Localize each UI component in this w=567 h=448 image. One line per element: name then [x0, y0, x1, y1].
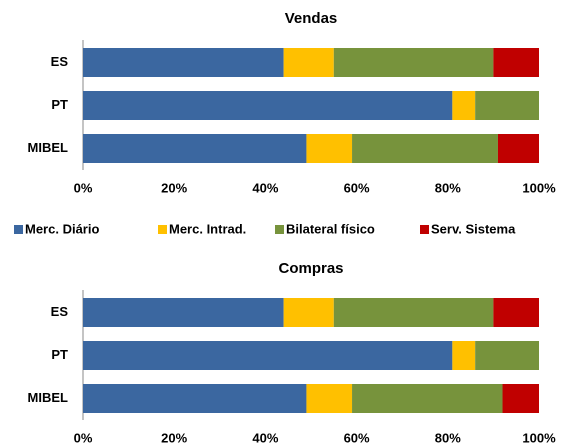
y-tick-label: MIBEL [28, 140, 69, 155]
bar-segment [475, 341, 539, 370]
legend-label: Serv. Sistema [431, 221, 516, 236]
legend-label: Merc. Diário [25, 221, 99, 236]
bar-segment [306, 134, 353, 163]
bar-segment [493, 48, 539, 77]
y-tick-label: MIBEL [28, 390, 69, 405]
x-tick-label: 40% [252, 430, 278, 445]
x-tick-label: 100% [522, 430, 556, 445]
x-tick-label: 80% [435, 180, 461, 195]
legend-swatch [420, 225, 429, 234]
x-tick-label: 80% [435, 430, 461, 445]
bar-segment [83, 341, 453, 370]
x-tick-label: 60% [344, 180, 370, 195]
bar-segment [352, 134, 498, 163]
chart-title: Vendas [285, 10, 338, 27]
bar-segment [502, 384, 539, 413]
legend-label: Merc. Intrad. [169, 221, 246, 236]
x-tick-label: 0% [74, 430, 93, 445]
y-tick-label: PT [51, 97, 68, 112]
bar-segment [333, 298, 494, 327]
bar-segment [83, 298, 284, 327]
bar-segment [497, 134, 539, 163]
bar-segment [352, 384, 503, 413]
bar-segment [83, 384, 307, 413]
legend-swatch [158, 225, 167, 234]
legend-swatch [275, 225, 284, 234]
legend-swatch [14, 225, 23, 234]
bar-segment [475, 91, 539, 120]
y-tick-label: ES [51, 54, 69, 69]
x-tick-label: 100% [522, 180, 556, 195]
bar-segment [333, 48, 494, 77]
bar-segment [83, 48, 284, 77]
bar-segment [83, 134, 307, 163]
y-tick-label: ES [51, 304, 69, 319]
bar-segment [452, 341, 476, 370]
bar-segment [306, 384, 353, 413]
bar-segment [493, 298, 539, 327]
x-tick-label: 60% [344, 430, 370, 445]
x-tick-label: 0% [74, 180, 93, 195]
bar-segment [283, 48, 334, 77]
chart-title: Compras [278, 260, 343, 277]
legend-label: Bilateral físico [286, 221, 375, 236]
y-tick-label: PT [51, 347, 68, 362]
bar-segment [83, 91, 453, 120]
bar-segment [283, 298, 334, 327]
x-tick-label: 40% [252, 180, 278, 195]
x-tick-label: 20% [161, 430, 187, 445]
x-tick-label: 20% [161, 180, 187, 195]
bar-segment [452, 91, 476, 120]
